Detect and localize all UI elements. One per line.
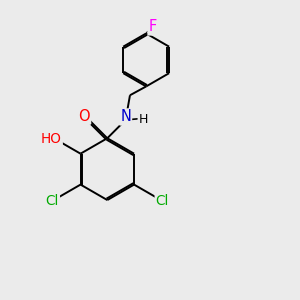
Text: Cl: Cl bbox=[156, 194, 169, 208]
Text: F: F bbox=[148, 20, 157, 34]
Text: HO: HO bbox=[41, 132, 62, 146]
Text: O: O bbox=[79, 109, 90, 124]
Text: H: H bbox=[139, 113, 148, 126]
Text: N: N bbox=[120, 110, 131, 124]
Text: Cl: Cl bbox=[46, 194, 59, 208]
